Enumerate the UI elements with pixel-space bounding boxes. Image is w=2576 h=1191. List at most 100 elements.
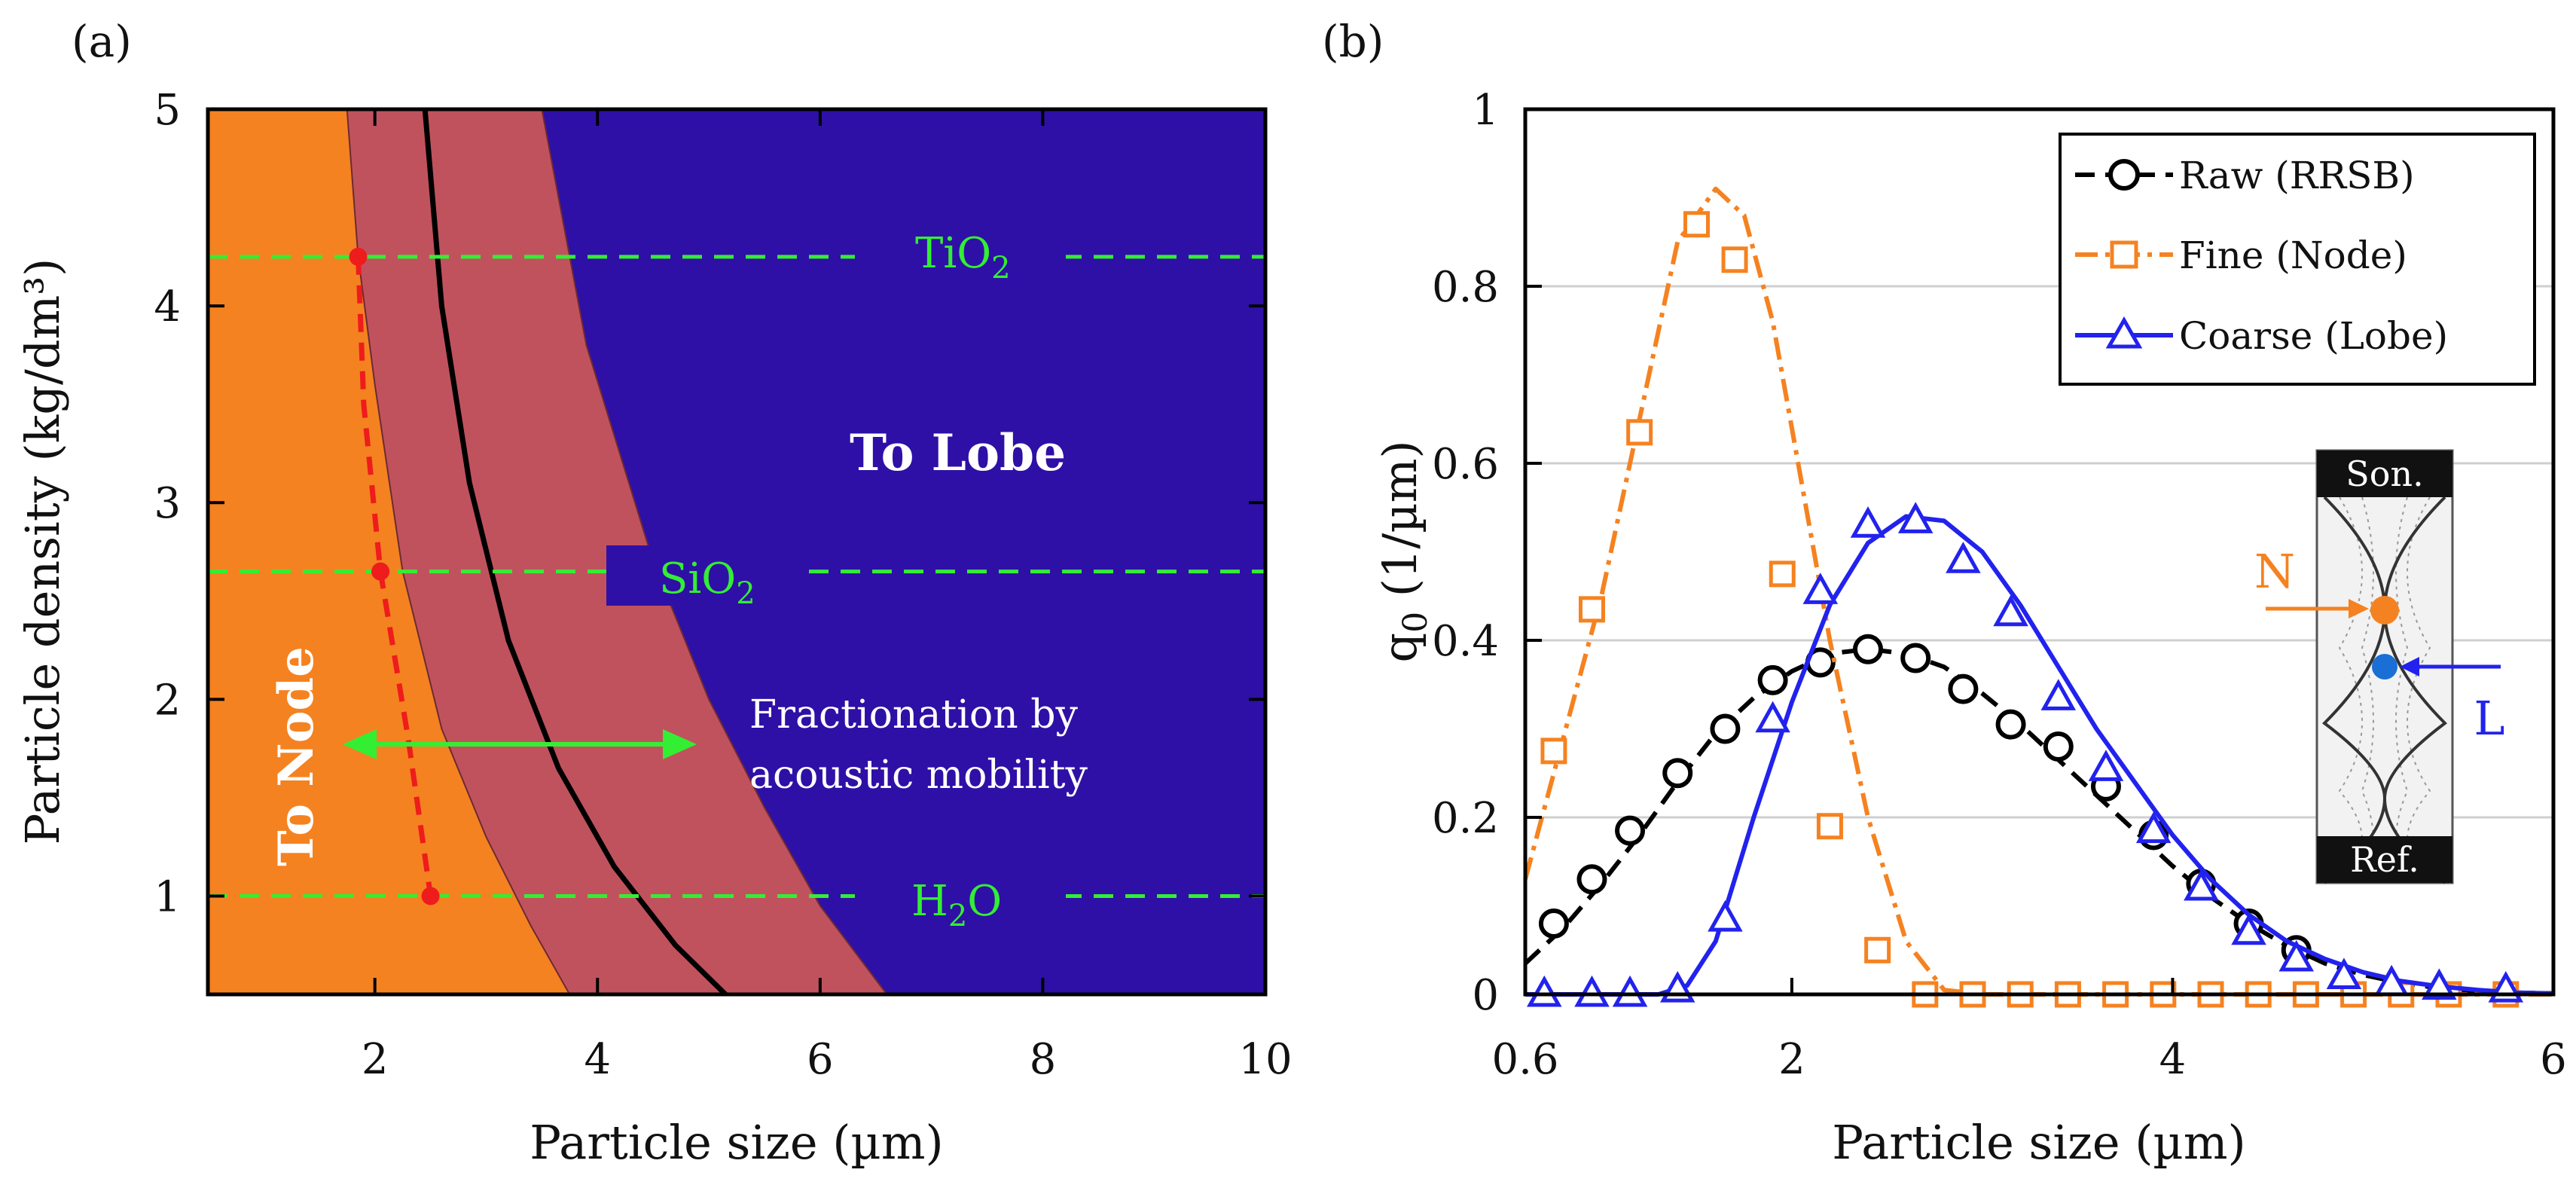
series-0-marker-3 (1662, 758, 1693, 789)
b-ytick-label-2: 0.4 (1432, 617, 1499, 666)
fractionation-line2: acoustic mobility (749, 753, 1088, 798)
a-ytick-label-4: 4 (154, 282, 181, 331)
series-2-marker-9 (1946, 542, 1981, 573)
legend-item-coarse: Coarse (Lobe) (2075, 314, 2448, 358)
series-2-marker-11 (2040, 679, 2077, 710)
arrow-head-right (663, 729, 697, 759)
legend-marker-fine (2110, 240, 2138, 269)
h2o-label-bg (855, 868, 1066, 928)
red-marker-1 (371, 562, 390, 581)
legend-label-fine: Fine (Node) (2179, 234, 2407, 277)
b-xtick-label-4: 4 (2159, 1035, 2187, 1084)
tio2-text: TiO (915, 229, 991, 278)
series-1-marker-4 (1721, 246, 1748, 273)
a-xtick-label-4: 4 (584, 1035, 611, 1084)
panel-a-frame (206, 107, 1268, 997)
b-ytick-label-1: 0.2 (1432, 794, 1499, 843)
series-2-marker-5 (1755, 701, 1790, 733)
series-2-marker-12 (2088, 750, 2124, 781)
sio2-label-bg (606, 545, 806, 606)
series-1-marker-3 (1683, 211, 1710, 238)
series-0-marker-11 (2043, 731, 2074, 762)
inset-lobe-label: L (2474, 691, 2504, 746)
series-2-marker-10 (1993, 594, 2028, 627)
to-lobe-label: To Lobe (850, 423, 1066, 482)
series-2-marker-13 (2135, 811, 2172, 844)
inset-bottom-label: Ref. (2350, 839, 2419, 880)
legend: Raw (RRSB) Fine (Node) Coarse (Lobe) (2059, 133, 2536, 386)
inset-node-arrowhead (2349, 599, 2369, 618)
panel-b-ticks: 0.6 2 4 6 0 0.2 0.4 0.6 0.8 1 (1432, 86, 2567, 1084)
series-0-marker-2 (1615, 815, 1646, 846)
a-xtick-label-2: 2 (362, 1035, 389, 1084)
series-0-marker-0 (1538, 909, 1569, 939)
red-dashed-line (356, 256, 434, 896)
panel-a-label: (a) (72, 16, 132, 67)
h2o-sub: 2 (948, 899, 967, 933)
inset-node-particle (2370, 596, 2399, 625)
series-2-marker-1 (1574, 975, 1610, 1007)
series-1-marker-7 (1864, 936, 1891, 963)
series-2-marker-16 (2278, 939, 2315, 972)
svg-text:q0 (1/µm): q0 (1/µm) (1372, 440, 1435, 662)
legend-marker-coarse (2105, 316, 2143, 349)
b-xtick-label-6: 6 (2540, 1035, 2567, 1084)
series-0-marker-5 (1757, 664, 1788, 695)
sio2-sub: 2 (736, 576, 755, 611)
sio2-label: SiO2 (606, 545, 806, 611)
panel-b-ylabel-sub: 0 (1396, 612, 1435, 633)
series-2-marker-2 (1612, 975, 1648, 1007)
panel-b-ylabel-unit: (1/µm) (1372, 440, 1427, 612)
inset-wave-right (2382, 496, 2448, 884)
b-xtick-label-0.6: 0.6 (1491, 1035, 1558, 1084)
sio2-text: SiO (659, 554, 736, 603)
svg-text:H2O: H2O (911, 877, 1002, 933)
separation-center-line (422, 108, 728, 997)
fractionation-arrow (343, 729, 697, 759)
panel-b: (b) 0.6 2 4 6 0 0.2 0.4 0.6 0.8 1 Raw (RRSB) Fine… (1322, 16, 2567, 1170)
inset-lobe-arrowhead (2400, 657, 2419, 676)
series-1-marker-1 (1578, 596, 1605, 623)
series-1-marker-6 (1816, 813, 1843, 840)
series-2-marker-15 (2231, 913, 2266, 945)
b-ytick-label-0: 0 (1472, 971, 1499, 1020)
panel-a-xlabel: Particle size (µm) (530, 1115, 943, 1170)
inset-bottom-bar (2317, 836, 2452, 883)
series-2-marker-6 (1802, 573, 1839, 604)
series-0-marker-7 (1853, 634, 1883, 664)
h2o-label: H2O (855, 868, 1066, 933)
arrow-head-left (343, 729, 377, 759)
series-1-marker-0 (1540, 738, 1567, 765)
a-ytick-label-5: 5 (154, 86, 181, 135)
red-markers (349, 247, 440, 905)
to-node-label: To Node (268, 646, 325, 866)
b-xtick-label-2: 2 (1778, 1035, 1805, 1084)
inset-schematic: Son. Ref. N L (2254, 449, 2505, 884)
node-region (208, 109, 570, 994)
series-1-marker-2 (1626, 419, 1653, 446)
series-0-marker-9 (1948, 673, 1979, 704)
panel-b-frame (1523, 107, 2556, 997)
b-ytick-label-4: 0.8 (1432, 263, 1499, 312)
a-ytick-label-2: 2 (154, 676, 181, 725)
series-0-marker-10 (1995, 709, 2026, 740)
inset-wave-left (2321, 496, 2387, 884)
red-marker-2 (421, 887, 440, 905)
b-ytick-label-3: 0.6 (1432, 440, 1499, 489)
h2o-text-h: H (911, 877, 948, 926)
panel-a-ylabel: Particle density (kg/dm³) (15, 258, 70, 845)
series-1-marker-5 (1769, 560, 1796, 588)
series-2-marker-8 (1897, 502, 1934, 533)
series-0-marker-8 (1900, 643, 1931, 673)
h2o-text-o: O (967, 877, 1002, 926)
series-2-marker-7 (1850, 506, 1886, 538)
series-0-marker-4 (1710, 713, 1741, 744)
legend-item-fine: Fine (Node) (2075, 234, 2407, 277)
legend-item-raw: Raw (RRSB) (2075, 154, 2415, 197)
inset-lobe-particle (2372, 654, 2397, 679)
b-ytick-label-5: 1 (1472, 86, 1499, 135)
a-xtick-label-6: 6 (807, 1035, 834, 1084)
series-0-marker-1 (1576, 864, 1607, 895)
